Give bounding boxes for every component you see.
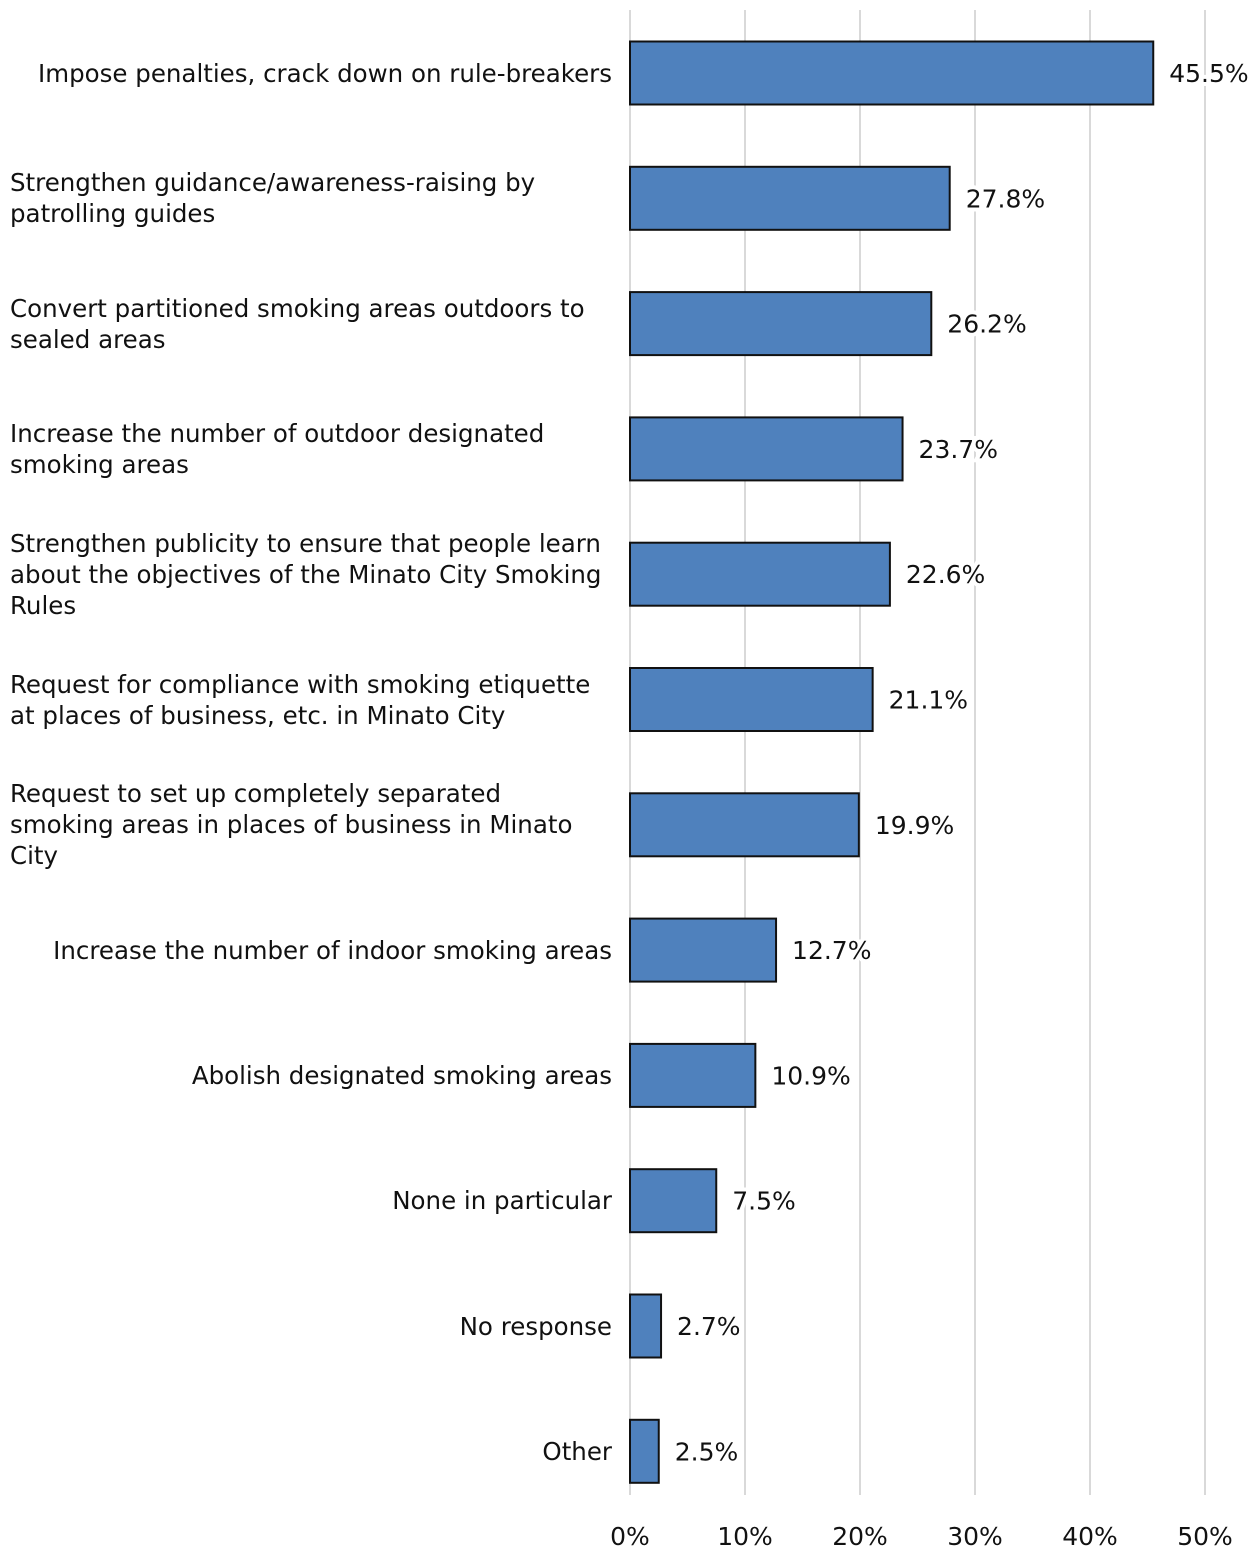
value-label: 19.9% bbox=[875, 811, 954, 840]
value-label: 26.2% bbox=[947, 310, 1026, 339]
y-tick-label: Request for compliance with smoking etiq… bbox=[10, 669, 591, 730]
y-tick-label: Abolish designated smoking areas bbox=[191, 1060, 612, 1090]
y-tick-label: Increase the number of outdoor designate… bbox=[10, 418, 545, 479]
value-label: 45.5% bbox=[1169, 59, 1248, 88]
bar bbox=[629, 792, 860, 858]
bar bbox=[629, 40, 1155, 106]
bar bbox=[629, 291, 933, 357]
bar bbox=[629, 1293, 663, 1359]
y-tick-label: Strengthen publicity to ensure that peop… bbox=[10, 528, 602, 620]
bar bbox=[629, 917, 778, 983]
category-label-box: Other bbox=[0, 1391, 612, 1511]
category-label-box: Strengthen publicity to ensure that peop… bbox=[0, 514, 612, 634]
category-label-box: No response bbox=[0, 1266, 612, 1386]
value-label: 12.7% bbox=[792, 936, 871, 965]
value-label: 21.1% bbox=[889, 686, 968, 715]
category-label-box: Increase the number of outdoor designate… bbox=[0, 389, 612, 509]
y-tick-label: Impose penalties, crack down on rule-bre… bbox=[38, 58, 612, 88]
y-tick-label: Request to set up completely separated s… bbox=[10, 779, 573, 871]
bar bbox=[629, 541, 891, 607]
y-tick-label: Convert partitioned smoking areas outdoo… bbox=[10, 293, 585, 354]
x-tick-label: 10% bbox=[717, 1522, 773, 1551]
value-label: 22.6% bbox=[906, 560, 985, 589]
bar bbox=[629, 1418, 660, 1484]
value-label: 10.9% bbox=[771, 1061, 850, 1090]
value-label: 27.8% bbox=[966, 184, 1045, 213]
value-label: 23.7% bbox=[919, 435, 998, 464]
value-label: 2.7% bbox=[677, 1312, 741, 1341]
category-label-box: Request to set up completely separated s… bbox=[0, 765, 612, 885]
value-label: 7.5% bbox=[732, 1187, 796, 1216]
y-tick-label: Strengthen guidance/awareness-raising by… bbox=[10, 168, 536, 229]
value-label: 2.5% bbox=[675, 1437, 739, 1466]
x-tick-label: 50% bbox=[1177, 1522, 1233, 1551]
x-tick-label: 0% bbox=[610, 1522, 650, 1551]
x-tick-label: 20% bbox=[832, 1522, 888, 1551]
x-tick-label: 30% bbox=[947, 1522, 1003, 1551]
bar bbox=[629, 165, 951, 231]
bar bbox=[629, 1168, 718, 1234]
y-tick-label: Increase the number of indoor smoking ar… bbox=[53, 935, 612, 965]
category-label-box: Request for compliance with smoking etiq… bbox=[0, 640, 612, 760]
y-tick-label: None in particular bbox=[392, 1186, 612, 1216]
bar bbox=[629, 1042, 757, 1108]
category-label-box: Increase the number of indoor smoking ar… bbox=[0, 890, 612, 1010]
category-label-box: Strengthen guidance/awareness-raising by… bbox=[0, 138, 612, 258]
bar bbox=[629, 667, 874, 732]
y-tick-label: Other bbox=[542, 1436, 612, 1466]
category-label-box: Impose penalties, crack down on rule-bre… bbox=[0, 13, 612, 133]
category-label-box: Abolish designated smoking areas bbox=[0, 1015, 612, 1135]
x-tick-label: 40% bbox=[1062, 1522, 1118, 1551]
category-label-box: None in particular bbox=[0, 1141, 612, 1261]
bar bbox=[629, 416, 904, 482]
category-label-box: Convert partitioned smoking areas outdoo… bbox=[0, 264, 612, 384]
y-tick-label: No response bbox=[459, 1311, 612, 1341]
